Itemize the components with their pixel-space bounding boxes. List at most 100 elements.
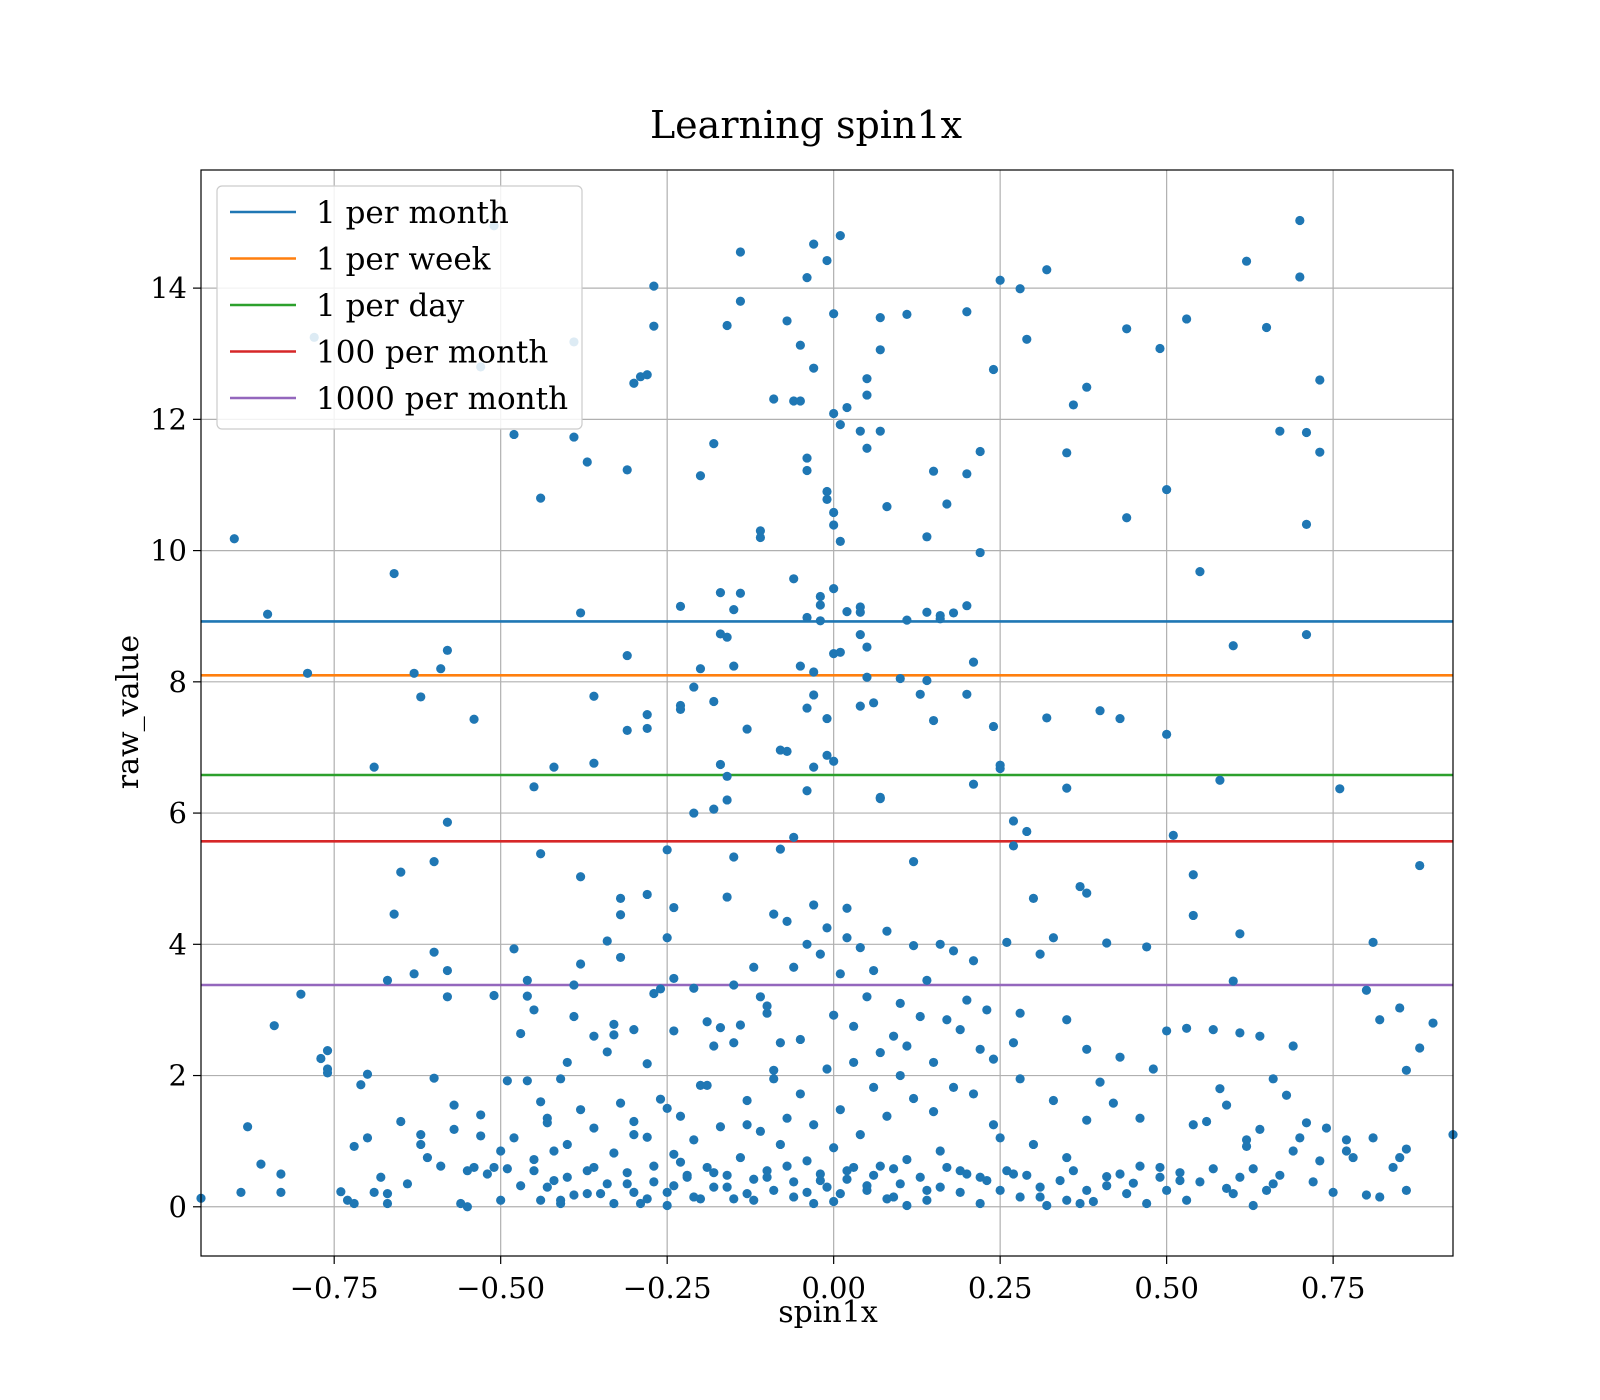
data-point	[922, 532, 932, 542]
data-point	[829, 507, 839, 518]
data-point	[662, 1200, 672, 1211]
data-point	[875, 1047, 885, 1058]
data-point	[1088, 1196, 1098, 1207]
data-point	[842, 903, 852, 913]
data-point	[1188, 870, 1198, 880]
data-point	[988, 721, 999, 732]
data-point	[855, 942, 865, 953]
data-point	[835, 969, 845, 979]
data-point	[649, 1161, 659, 1171]
data-point	[675, 700, 686, 711]
data-point	[1102, 1172, 1112, 1182]
data-point	[602, 1179, 612, 1189]
data-point	[862, 390, 872, 400]
data-point	[1275, 426, 1285, 436]
data-point	[869, 698, 879, 708]
data-point	[802, 453, 812, 463]
data-point	[1401, 1144, 1411, 1154]
data-point	[276, 1187, 286, 1197]
data-point	[556, 1074, 566, 1084]
data-point	[755, 992, 766, 1002]
data-point	[382, 1198, 393, 1209]
data-point	[1295, 215, 1305, 226]
data-point	[1115, 1052, 1125, 1062]
data-point	[702, 1080, 712, 1090]
data-point	[789, 832, 799, 842]
data-point	[928, 715, 939, 726]
data-point	[982, 1175, 992, 1186]
chart-title: Learning spin1x	[650, 103, 962, 147]
y-tick-label: 8	[169, 665, 187, 699]
data-point	[875, 426, 885, 436]
data-point	[269, 1021, 279, 1031]
data-point	[689, 682, 699, 692]
data-point	[735, 296, 746, 306]
data-point	[429, 1073, 439, 1083]
data-point	[629, 1025, 639, 1035]
data-point	[755, 1126, 766, 1136]
data-point	[809, 239, 819, 249]
data-point	[1295, 272, 1305, 282]
data-point	[762, 1008, 772, 1018]
data-point	[1428, 1018, 1438, 1028]
data-point	[642, 1132, 652, 1142]
data-point	[1195, 1177, 1205, 1187]
data-point	[349, 1141, 359, 1152]
data-point	[649, 988, 659, 999]
data-point	[775, 844, 785, 854]
data-point	[1295, 1133, 1305, 1143]
data-point	[595, 1189, 606, 1199]
data-point	[709, 1182, 719, 1192]
data-point	[509, 944, 519, 954]
data-point	[1115, 1169, 1125, 1179]
data-point	[882, 1111, 892, 1121]
data-point	[729, 661, 739, 671]
data-point	[1082, 1115, 1092, 1125]
data-point	[742, 1120, 752, 1130]
x-axis-ticks: −0.75 −0.50 −0.25 0.00 0.25 0.50 0.75	[290, 1256, 1366, 1305]
x-tick-label: 0.75	[1301, 1271, 1366, 1305]
data-point	[829, 408, 839, 419]
data-point	[1175, 1175, 1185, 1186]
data-point	[655, 984, 666, 994]
data-point	[908, 1093, 919, 1104]
data-point	[549, 762, 559, 772]
data-point	[975, 446, 985, 457]
data-point	[1062, 448, 1072, 458]
data-point	[862, 443, 872, 453]
data-point	[749, 962, 759, 972]
data-point	[442, 965, 453, 976]
data-point	[462, 1166, 472, 1176]
data-point	[642, 723, 652, 734]
data-point	[829, 756, 839, 766]
x-tick-label: 0.50	[1134, 1271, 1199, 1305]
data-point	[1182, 314, 1192, 324]
data-point	[742, 1095, 752, 1106]
data-point	[389, 568, 399, 579]
data-point	[1028, 893, 1039, 903]
data-point	[988, 364, 999, 375]
data-point	[875, 792, 885, 802]
data-point	[829, 1196, 839, 1207]
data-point	[982, 1005, 992, 1015]
data-point	[1122, 513, 1132, 523]
data-point	[875, 1161, 885, 1171]
legend-label: 1 per month	[316, 195, 509, 231]
data-point	[1215, 775, 1225, 785]
data-point	[1288, 1041, 1298, 1051]
data-point	[575, 872, 586, 882]
data-point	[722, 771, 732, 781]
data-point	[602, 1047, 612, 1057]
data-point	[729, 1194, 739, 1204]
data-point	[842, 607, 852, 617]
data-point	[635, 1198, 646, 1209]
data-point	[988, 1120, 999, 1130]
data-point	[815, 616, 825, 626]
data-point	[922, 675, 932, 686]
data-point	[1042, 265, 1052, 275]
data-point	[835, 231, 845, 241]
data-point	[609, 1198, 619, 1209]
data-point	[1135, 1113, 1145, 1123]
data-point	[675, 1157, 686, 1167]
